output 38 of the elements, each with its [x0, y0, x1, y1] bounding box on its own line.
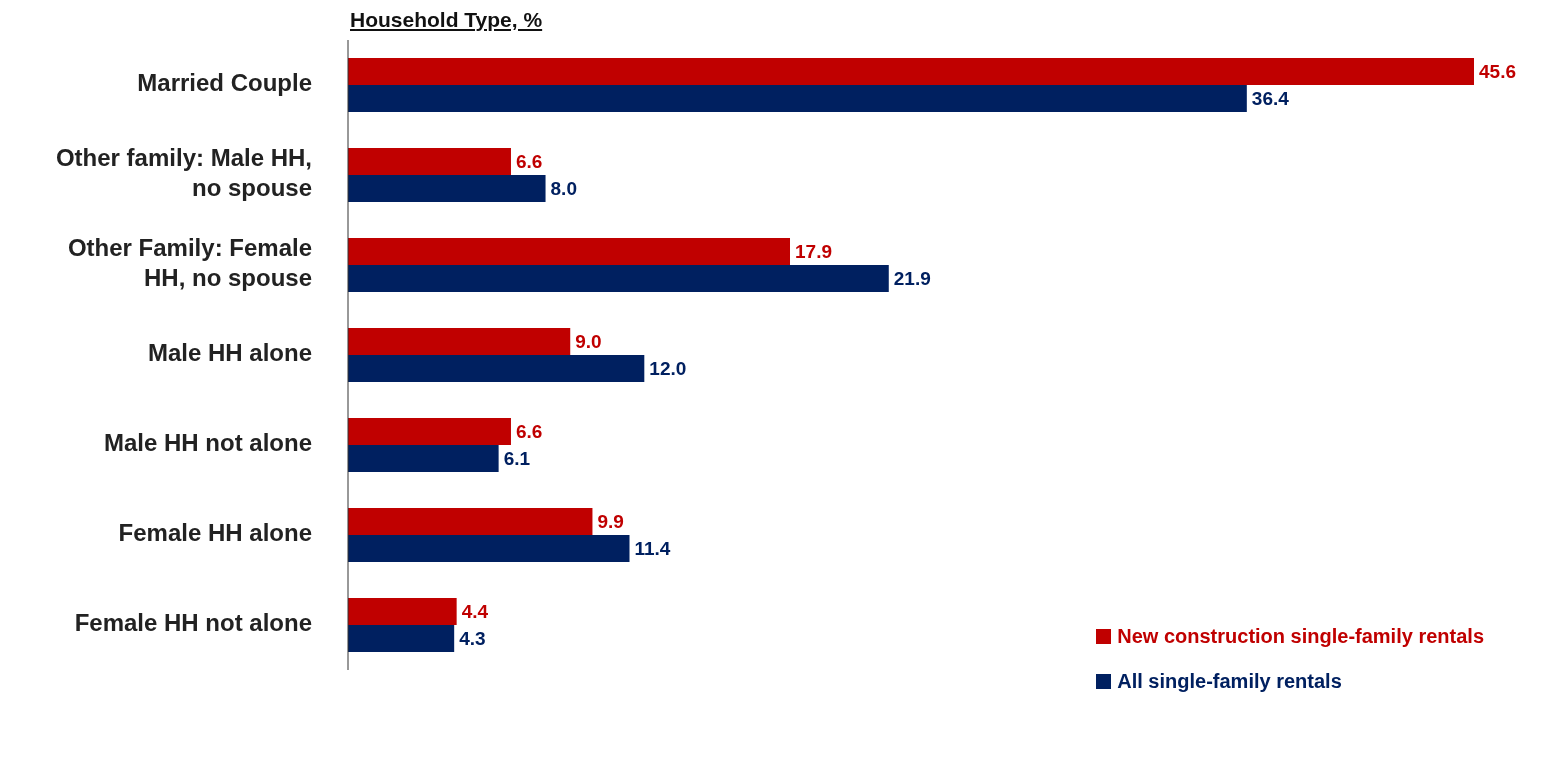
legend-label: All single-family rentals [1117, 670, 1342, 693]
data-label: 45.6 [1479, 61, 1516, 83]
bar [348, 85, 1247, 112]
data-label: 12.0 [649, 358, 687, 380]
legend-label: New construction single-family rentals [1117, 625, 1484, 648]
y-tick-label: Male HH alone [147, 339, 312, 367]
bar [348, 625, 455, 652]
bar [348, 418, 511, 445]
data-label: 8.0 [550, 178, 577, 200]
bar [348, 445, 499, 472]
y-tick-label: Married Couple [137, 69, 312, 97]
bar [348, 508, 593, 535]
bar [348, 175, 546, 202]
bar [348, 148, 511, 175]
bar [348, 238, 790, 265]
y-tick-label: Other Family: Female HH, no spouse [67, 234, 312, 292]
bar [348, 355, 645, 382]
data-label: 9.9 [597, 511, 624, 533]
data-label: 4.3 [459, 628, 486, 650]
y-tick-label: Male HH not alone [103, 429, 312, 457]
data-label: 21.9 [893, 268, 931, 290]
data-label: 17.9 [795, 241, 832, 263]
bar [348, 265, 889, 292]
data-label: 6.6 [515, 421, 543, 443]
bar [348, 328, 571, 355]
data-label: 9.0 [575, 331, 602, 353]
data-label: 36.4 [1251, 88, 1290, 110]
bar [348, 58, 1474, 85]
y-tick-label: Female HH alone [118, 519, 312, 547]
bar [348, 598, 457, 625]
data-label: 11.4 [634, 538, 671, 560]
data-label: 6.6 [515, 151, 543, 173]
bar [348, 535, 630, 562]
y-tick-label: Female HH not alone [74, 609, 312, 637]
data-label: 6.1 [503, 448, 531, 470]
data-label: 4.4 [461, 601, 489, 623]
chart-title: Household Type, % [350, 8, 543, 32]
y-tick-label: Other family: Male HH, no spouse [55, 144, 312, 202]
